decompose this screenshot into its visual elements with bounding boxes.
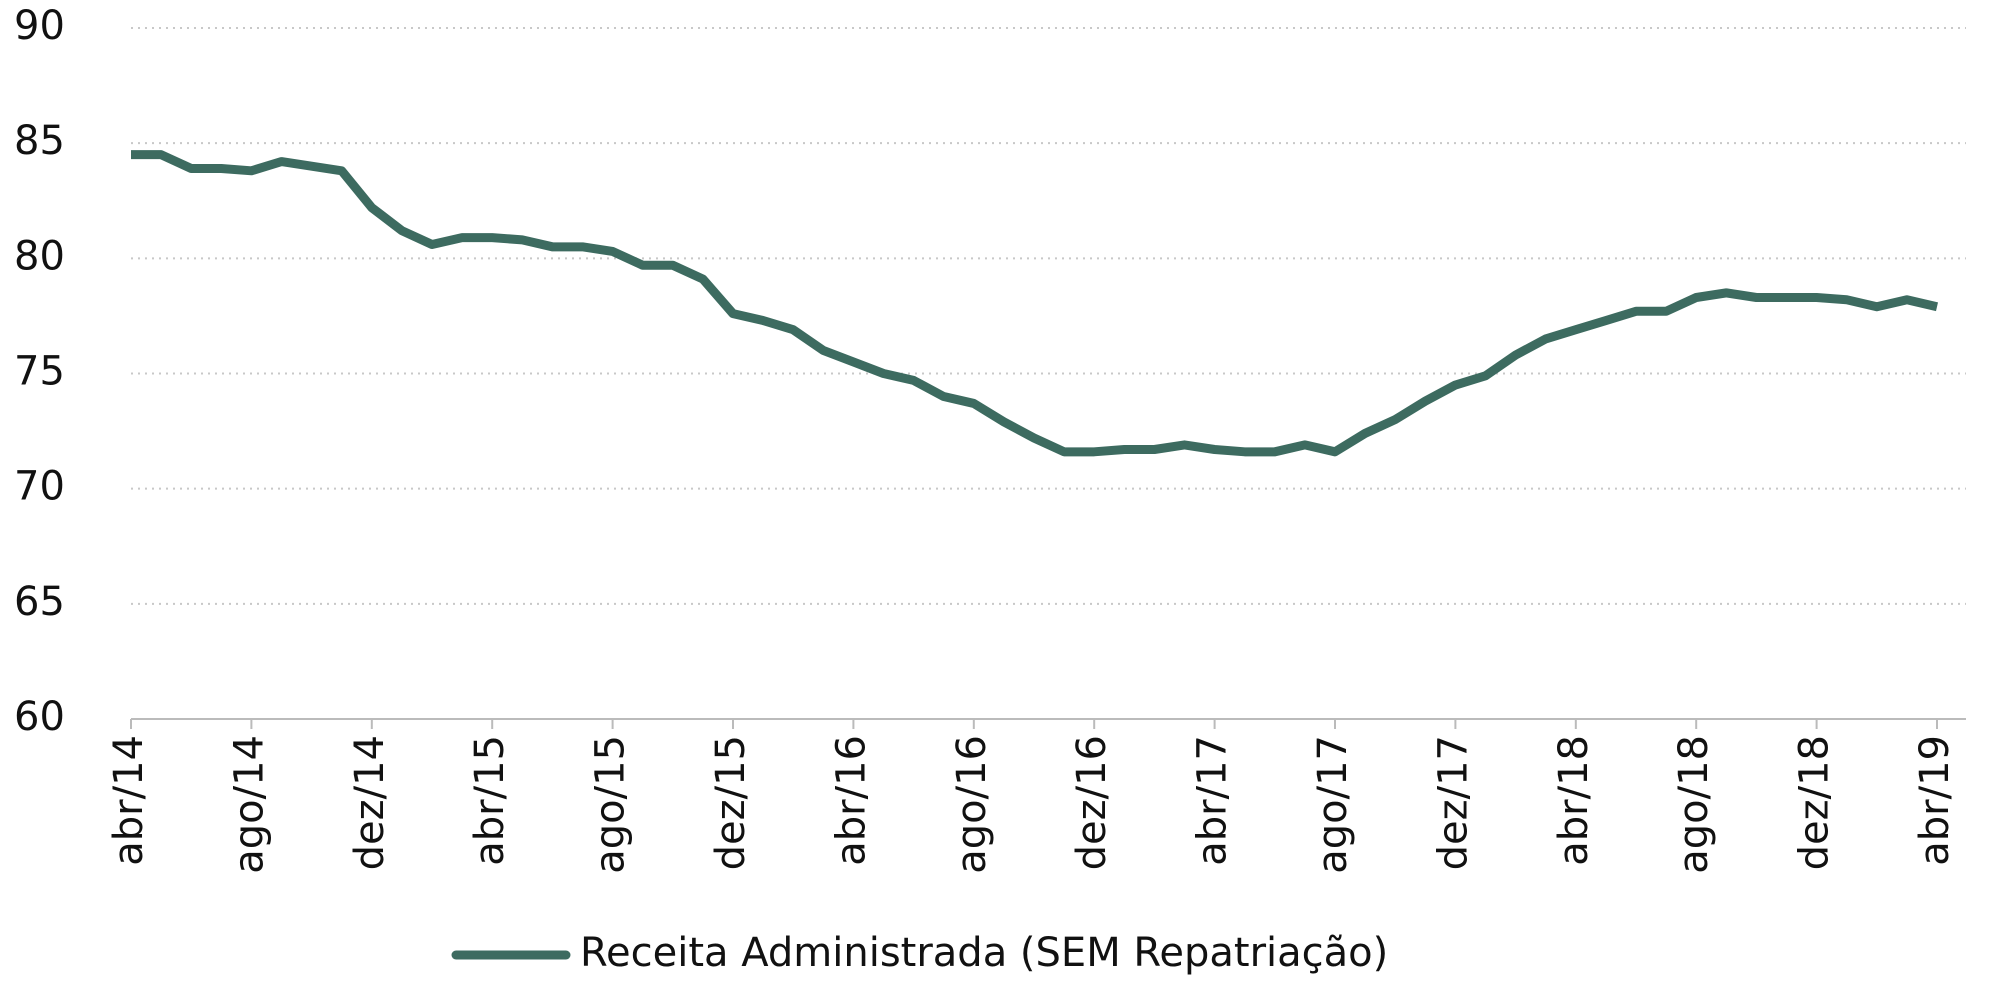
x-tick-label: ago/17 xyxy=(1310,735,1356,874)
x-tick-label: abr/18 xyxy=(1551,735,1597,866)
x-tick-label: ago/16 xyxy=(949,735,995,874)
y-tick-label: 90 xyxy=(14,3,65,49)
x-tick-label: abr/16 xyxy=(828,735,874,866)
x-tick-label: ago/18 xyxy=(1671,735,1717,874)
y-tick-label: 60 xyxy=(14,694,65,740)
x-tick-label: dez/16 xyxy=(1069,735,1115,870)
x-tick-label: dez/15 xyxy=(708,735,754,870)
x-tick-label: dez/14 xyxy=(347,735,393,870)
legend-label: Receita Administrada (SEM Repatriação) xyxy=(580,930,1388,976)
x-tick-label: abr/17 xyxy=(1190,735,1236,866)
y-tick-label: 75 xyxy=(14,349,65,395)
y-tick-label: 65 xyxy=(14,579,65,625)
x-tick-label: ago/14 xyxy=(226,735,272,874)
x-tick-label: dez/17 xyxy=(1430,735,1476,870)
x-tick-label: abr/19 xyxy=(1912,735,1958,866)
x-tick-label: dez/18 xyxy=(1792,735,1838,870)
x-tick-label: abr/15 xyxy=(467,735,513,866)
y-tick-label: 85 xyxy=(14,118,65,164)
y-tick-label: 80 xyxy=(14,233,65,279)
x-tick-label: abr/14 xyxy=(106,735,152,866)
x-tick-label: ago/15 xyxy=(588,735,634,874)
line xyxy=(131,150,1939,457)
y-tick-label: 70 xyxy=(14,464,65,510)
